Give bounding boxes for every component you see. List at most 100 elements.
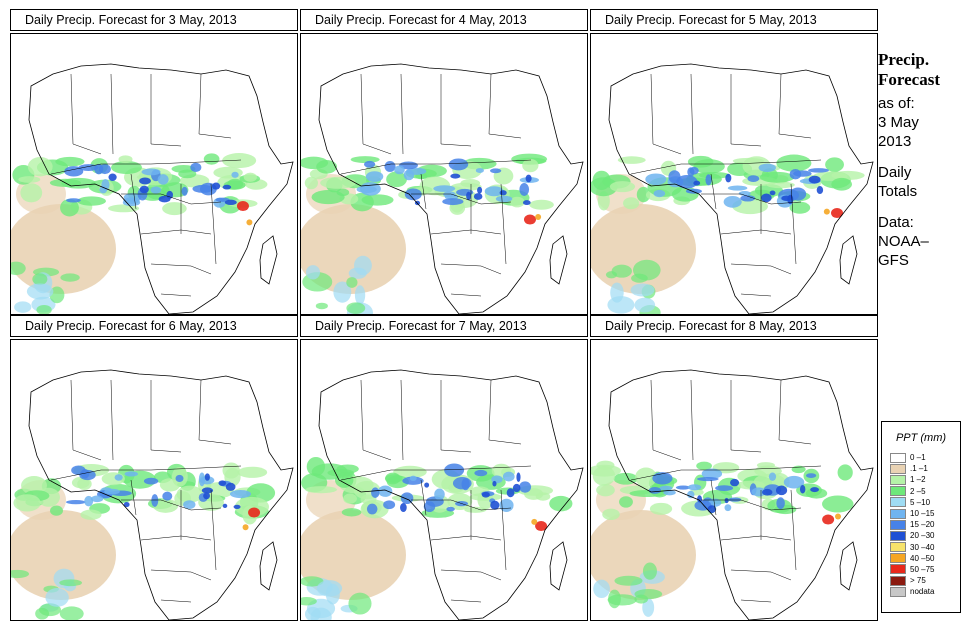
precip-area <box>203 492 210 500</box>
precip-area <box>652 472 673 485</box>
precip-area <box>693 180 701 186</box>
precip-area <box>32 273 48 286</box>
precip-area <box>222 184 232 190</box>
precip-area <box>434 488 445 501</box>
legend-label: nodata <box>910 587 935 597</box>
legend-item: 50 –75 <box>882 564 960 575</box>
precip-area <box>336 188 350 197</box>
precip-area <box>143 477 159 485</box>
precip-area <box>642 598 655 617</box>
precip-map <box>300 339 588 621</box>
precip-area <box>495 195 513 203</box>
precip-area <box>59 606 84 620</box>
precip-area <box>80 469 90 479</box>
country-border <box>701 193 802 205</box>
precip-area <box>519 183 530 196</box>
precip-area <box>535 521 548 532</box>
legend-item: 10 –15 <box>882 508 960 519</box>
heading-line-2: Forecast <box>878 70 940 89</box>
precip-area <box>492 480 497 487</box>
precip-area <box>99 185 108 194</box>
precip-area <box>151 494 159 507</box>
precip-area <box>509 196 525 208</box>
coastline <box>549 235 568 285</box>
country-border <box>440 263 502 275</box>
coastline <box>259 541 278 591</box>
country-border <box>110 73 114 155</box>
legend-item: 0 –1 <box>882 452 960 463</box>
legend-swatch <box>890 452 906 463</box>
precip-area <box>724 504 732 512</box>
precip-area <box>224 199 237 206</box>
country-border <box>740 293 772 297</box>
data-line-1: Data: <box>878 214 914 231</box>
legend-swatch <box>890 497 906 508</box>
precip-area <box>393 465 427 479</box>
country-border <box>730 263 792 275</box>
precip-area <box>108 173 117 181</box>
country-border <box>121 499 222 511</box>
legend-title: PPT (mm) <box>895 432 947 444</box>
precip-area <box>634 297 656 313</box>
precip-area <box>231 171 239 178</box>
precip-area <box>464 506 487 513</box>
precip-area <box>203 153 220 165</box>
precip-area <box>783 475 805 489</box>
precip-area <box>475 168 484 174</box>
precip-area <box>605 271 618 279</box>
country-border <box>500 489 507 571</box>
country-border <box>500 183 507 265</box>
precip-area <box>181 186 188 196</box>
precip-area <box>769 190 776 196</box>
precip-area <box>730 478 740 487</box>
precip-area <box>222 153 257 169</box>
precip-area <box>529 199 554 210</box>
precip-area <box>366 503 378 515</box>
country-border <box>140 535 212 541</box>
precip-area <box>607 594 637 606</box>
precip-area <box>732 157 765 164</box>
precip-area <box>837 464 853 481</box>
precip-area <box>768 472 777 481</box>
precip-area <box>66 500 86 505</box>
precip-area <box>506 488 515 498</box>
precip-area <box>776 497 785 510</box>
country-border <box>778 379 812 445</box>
legend-item: nodata <box>882 586 960 597</box>
panel-title: Daily Precip. Forecast for 5 May, 2013 <box>590 9 878 31</box>
precip-area <box>361 194 394 206</box>
precip-area <box>816 186 824 195</box>
precip-area <box>614 575 643 586</box>
legend-item: 20 –30 <box>882 530 960 541</box>
precip-area <box>183 500 196 510</box>
precip-area <box>150 186 162 194</box>
country-border <box>420 173 427 210</box>
precip-area <box>204 473 210 481</box>
legend-label: 50 –75 <box>910 564 935 574</box>
precip-area <box>218 480 227 486</box>
ppt-legend: PPT (mm) 0 –1.1 –1 1 –2 2 –5 5 –10 10 –15 15 … <box>881 421 961 613</box>
precip-area <box>400 503 407 513</box>
country-border <box>360 379 392 461</box>
precip-area <box>648 486 662 494</box>
precip-area <box>78 164 99 171</box>
precip-area <box>316 159 338 174</box>
legend-item: > 75 <box>882 575 960 586</box>
precip-area <box>535 213 542 220</box>
precip-area <box>758 163 776 172</box>
country-border <box>150 74 182 147</box>
coastline <box>608 63 874 314</box>
legend-swatch <box>890 508 906 519</box>
country-border <box>440 380 472 453</box>
precip-area <box>754 465 782 477</box>
precip-area <box>452 477 472 490</box>
precip-area <box>26 283 54 300</box>
precip-area <box>60 273 80 282</box>
data-line-2: NOAA– <box>878 233 929 250</box>
precip-area <box>636 186 651 203</box>
precip-area <box>623 197 640 210</box>
precip-area <box>157 174 169 185</box>
precip-area <box>212 182 221 190</box>
precip-area <box>617 156 646 164</box>
precip-area <box>248 507 261 518</box>
